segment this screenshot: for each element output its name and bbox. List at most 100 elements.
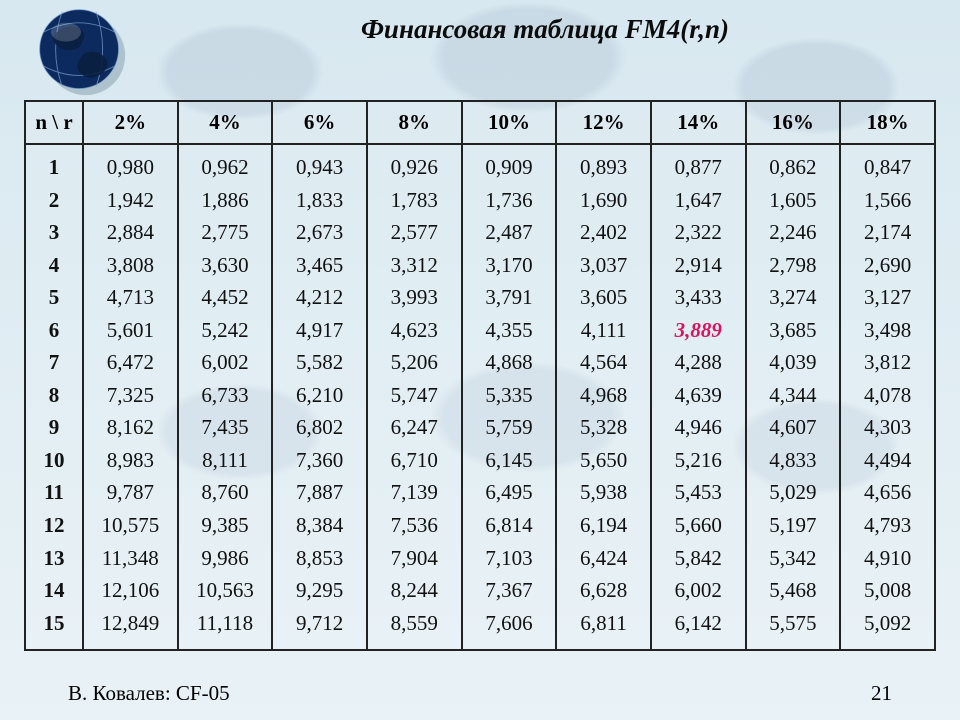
- table-cell: 7,887: [296, 476, 343, 509]
- table-cell: 8,853: [296, 542, 343, 575]
- table-cell: 2,798: [769, 249, 816, 282]
- table-cell: 4,917: [296, 314, 343, 347]
- table-cell: 4,039: [769, 346, 816, 379]
- page-title: Финансовая таблица FM4(r,n): [150, 14, 940, 45]
- table-cell: 4,713: [107, 281, 154, 314]
- table-cell: 3,812: [864, 346, 911, 379]
- table-cell: 5,660: [675, 509, 722, 542]
- table-data-column: 0,9801,9422,8843,8084,7135,6016,4727,325…: [83, 144, 178, 650]
- table-cell: 2,690: [864, 249, 911, 282]
- table-data-column: 0,9621,8862,7753,6304,4525,2426,0026,733…: [178, 144, 273, 650]
- table-cell: 3,433: [675, 281, 722, 314]
- table-cell: 0,909: [485, 151, 532, 184]
- table-cell: 1: [49, 151, 60, 184]
- table-cell: 1,605: [769, 184, 816, 217]
- table-n-column: 123456789101112131415: [25, 144, 83, 650]
- table-cell: 12: [44, 509, 65, 542]
- footer: В. Ковалев: CF-05 21: [68, 681, 892, 706]
- table-data-column: 0,8931,6902,4023,0373,6054,1114,5644,968…: [556, 144, 651, 650]
- table-cell: 1,942: [107, 184, 154, 217]
- table-data-column: 0,9091,7362,4873,1703,7914,3554,8685,335…: [462, 144, 557, 650]
- table-cell: 15: [44, 607, 65, 640]
- table-cell: 12,849: [101, 607, 159, 640]
- table-cell: 8,983: [107, 444, 154, 477]
- table-cell: 8,760: [201, 476, 248, 509]
- table-cell: 5,328: [580, 411, 627, 444]
- table-cell: 10: [44, 444, 65, 477]
- table-cell: 6,194: [580, 509, 627, 542]
- table-cell: 5,242: [201, 314, 248, 347]
- table-cell: 11: [44, 476, 64, 509]
- table-cell: 7,360: [296, 444, 343, 477]
- table-cell: 10,575: [101, 509, 159, 542]
- table-data-column: 0,8771,6472,3222,9143,4333,8894,2884,639…: [651, 144, 746, 650]
- table-cell: 6,814: [485, 509, 532, 542]
- table-data-column: 0,9261,7832,5773,3123,9934,6235,2065,747…: [367, 144, 462, 650]
- table-col-4%: 4%: [178, 101, 273, 144]
- fm4-table-wrap: n \ r2%4%6%8%10%12%14%16%18% 12345678910…: [24, 100, 936, 651]
- table-cell: 5,601: [107, 314, 154, 347]
- table-cell: 2,775: [201, 216, 248, 249]
- table-cell: 4,793: [864, 509, 911, 542]
- table-cell: 5,092: [864, 607, 911, 640]
- table-cell: 3,685: [769, 314, 816, 347]
- table-cell: 7,103: [485, 542, 532, 575]
- table-cell: 3,808: [107, 249, 154, 282]
- table-cell: 2: [49, 184, 60, 217]
- table-cell: 14: [44, 574, 65, 607]
- table-cell: 2,246: [769, 216, 816, 249]
- table-cell: 4,212: [296, 281, 343, 314]
- table-cell: 3,498: [864, 314, 911, 347]
- table-cell: 1,783: [391, 184, 438, 217]
- table-cell: 4,968: [580, 379, 627, 412]
- table-cell: 5,206: [391, 346, 438, 379]
- table-cell: 7,367: [485, 574, 532, 607]
- table-cell: 5,938: [580, 476, 627, 509]
- table-data-column: 0,9431,8332,6733,4654,2124,9175,5826,210…: [272, 144, 367, 650]
- table-cell: 0,877: [675, 151, 722, 184]
- globe-icon: [34, 4, 128, 98]
- table-cell: 5,216: [675, 444, 722, 477]
- table-cell: 1,647: [675, 184, 722, 217]
- fm4-table: n \ r2%4%6%8%10%12%14%16%18% 12345678910…: [24, 100, 936, 651]
- table-cell: 6,811: [580, 607, 626, 640]
- slide: Финансовая таблица FM4(r,n) n \ r2%4%6%8…: [0, 0, 960, 720]
- table-cell: 6,472: [107, 346, 154, 379]
- table-cell: 4,910: [864, 542, 911, 575]
- table-cell: 6,710: [391, 444, 438, 477]
- table-cell: 6,142: [675, 607, 722, 640]
- table-data-column: 0,8621,6052,2462,7983,2743,6854,0394,344…: [746, 144, 841, 650]
- table-col-18%: 18%: [840, 101, 935, 144]
- footer-author: В. Ковалев: CF-05: [68, 681, 230, 706]
- table-cell: 3,312: [391, 249, 438, 282]
- table-cell: 0,943: [296, 151, 343, 184]
- table-cell: 5,468: [769, 574, 816, 607]
- table-cell: 3,630: [201, 249, 248, 282]
- table-cell: 6,424: [580, 542, 627, 575]
- table-cell: 4,868: [485, 346, 532, 379]
- table-cell: 3,465: [296, 249, 343, 282]
- table-cell: 9: [49, 411, 60, 444]
- table-cell: 4,607: [769, 411, 816, 444]
- table-cell: 7,325: [107, 379, 154, 412]
- table-cell: 9,787: [107, 476, 154, 509]
- table-cell: 1,886: [201, 184, 248, 217]
- table-body-row: 1234567891011121314150,9801,9422,8843,80…: [25, 144, 935, 650]
- table-cell: 1,736: [485, 184, 532, 217]
- table-cell: 6,002: [201, 346, 248, 379]
- table-cell: 1,690: [580, 184, 627, 217]
- table-cell: 5: [49, 281, 60, 314]
- table-data-column: 0,8471,5662,1742,6903,1273,4983,8124,078…: [840, 144, 935, 650]
- table-cell: 4,656: [864, 476, 911, 509]
- table-cell: 10,563: [196, 574, 254, 607]
- table-cell: 13: [44, 542, 65, 575]
- table-cell-highlight: 3,889: [675, 314, 722, 347]
- table-cell: 0,962: [201, 151, 248, 184]
- table-cell: 0,847: [864, 151, 911, 184]
- table-cell: 4,452: [201, 281, 248, 314]
- table-cell: 2,673: [296, 216, 343, 249]
- table-cell: 5,759: [485, 411, 532, 444]
- table-cell: 3,170: [485, 249, 532, 282]
- table-cell: 0,893: [580, 151, 627, 184]
- table-col-10%: 10%: [462, 101, 557, 144]
